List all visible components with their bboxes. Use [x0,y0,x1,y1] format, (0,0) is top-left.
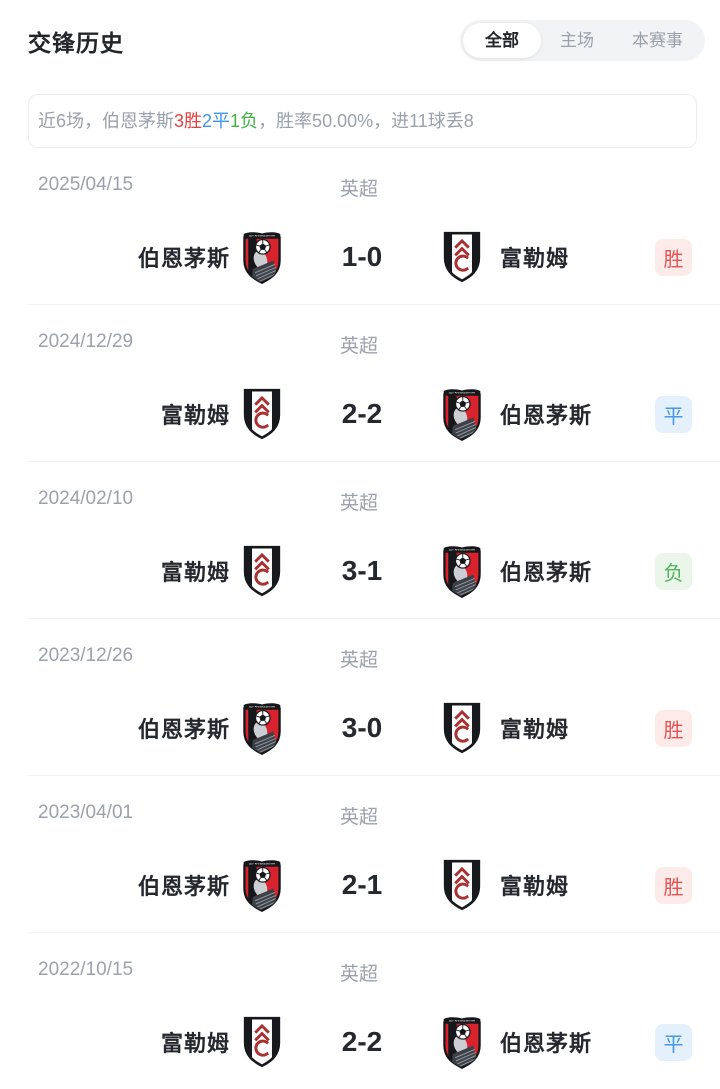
summary-segment: 2平 [202,111,231,131]
head-to-head-summary: 近6场，伯恩茅斯3胜2平1负，胜率50.00%，进11球丢8 [28,94,697,148]
match-score: 3-1 [341,555,383,586]
match-meta: 2024/02/10 英超 [0,462,720,516]
match-score: 2-1 [341,869,383,900]
home-team-name: 富勒姆 [160,1031,230,1056]
fulham-crest-icon [430,230,494,284]
section-header: 交锋历史 全部 主场 本赛事 [0,0,720,61]
fulham-crest-icon [430,858,494,912]
match-meta: 2024/12/29 英超 [0,305,720,359]
match-row[interactable]: 2024/02/10 英超 富勒姆 3-1 AFC BO [0,462,720,619]
match-league: 英超 [340,964,379,985]
match-score: 1-0 [341,241,383,272]
match-date: 2024/02/10 [38,488,134,509]
match-meta: 2023/04/01 英超 [0,776,720,830]
match-row[interactable]: 2022/10/15 英超 富勒姆 2-2 AFC BO [0,933,720,1089]
match-row[interactable]: 2025/04/15 英超 伯恩茅斯 AFC BOURNEMOUTH [0,148,720,305]
match-meta: 2023/12/26 英超 [0,619,720,673]
away-team-name: 富勒姆 [500,246,570,271]
home-team-name: 富勒姆 [160,403,230,428]
home-team-name: 伯恩茅斯 [137,874,230,899]
match-league: 英超 [340,493,379,514]
fulham-crest-icon [230,387,294,441]
match-league: 英超 [340,336,379,357]
summary-segment: 3胜 [174,111,203,131]
match-row[interactable]: 2023/04/01 英超 伯恩茅斯 AFC BOURNEMOUTH [0,776,720,933]
away-team-name: 伯恩茅斯 [500,560,593,585]
match-date: 2023/04/01 [38,802,134,823]
fulham-crest-icon [230,1015,294,1069]
match-line: 伯恩茅斯 AFC BOURNEMOUTH [0,228,720,286]
svg-text:AFC BOURNEMOUTH: AFC BOURNEMOUTH [449,1019,475,1023]
summary-segment: ，胜率50.00%，进11球丢8 [258,111,474,131]
match-line: 富勒姆 2-2 AFC BOURNEMOUTH [0,1013,720,1071]
summary-segment: 1负 [230,111,259,131]
match-league: 英超 [340,650,379,671]
match-list: 2025/04/15 英超 伯恩茅斯 AFC BOURNEMOUTH [0,148,720,1089]
svg-text:AFC BOURNEMOUTH: AFC BOURNEMOUTH [249,234,275,238]
match-row[interactable]: 2024/12/29 英超 富勒姆 2-2 AFC BO [0,305,720,462]
result-badge: 平 [655,1023,692,1061]
svg-text:AFC BOURNEMOUTH: AFC BOURNEMOUTH [249,705,275,709]
fulham-crest-icon [430,701,494,755]
away-team-name: 富勒姆 [500,717,570,742]
result-badge: 胜 [655,709,692,747]
bournemouth-crest-icon: AFC BOURNEMOUTH [230,230,294,285]
match-line: 富勒姆 2-2 AFC BOURNEMOUTH [0,385,720,443]
tab-competition[interactable]: 本赛事 [632,31,683,50]
match-league: 英超 [340,807,379,828]
tab-bar: 全部 主场 本赛事 [460,20,705,61]
tab-all[interactable]: 全部 [463,23,541,58]
match-row[interactable]: 2023/12/26 英超 伯恩茅斯 AFC BOURNEMOUTH [0,619,720,776]
match-meta: 2025/04/15 英超 [0,148,720,202]
bournemouth-crest-icon: AFC BOURNEMOUTH [430,387,494,442]
match-date: 2025/04/15 [38,174,134,195]
home-team-name: 富勒姆 [160,560,230,585]
fulham-crest-icon [230,544,294,598]
away-team-name: 伯恩茅斯 [500,403,593,428]
svg-text:AFC BOURNEMOUTH: AFC BOURNEMOUTH [449,391,475,395]
summary-segment: 近6场，伯恩茅斯 [38,111,175,131]
home-team-name: 伯恩茅斯 [137,717,230,742]
tab-home[interactable]: 主场 [560,31,594,50]
bournemouth-crest-icon: AFC BOURNEMOUTH [230,858,294,913]
match-date: 2023/12/26 [38,645,134,666]
result-badge: 胜 [655,238,692,276]
result-badge: 负 [655,552,692,590]
svg-text:AFC BOURNEMOUTH: AFC BOURNEMOUTH [249,862,275,866]
match-meta: 2022/10/15 英超 [0,933,720,987]
match-line: 伯恩茅斯 AFC BOURNEMOUTH [0,856,720,914]
bournemouth-crest-icon: AFC BOURNEMOUTH [430,544,494,599]
result-badge: 平 [655,395,692,433]
match-line: 伯恩茅斯 AFC BOURNEMOUTH [0,699,720,757]
home-team-name: 伯恩茅斯 [137,246,230,271]
match-line: 富勒姆 3-1 AFC BOURNEMOUTH [0,542,720,600]
away-team-name: 富勒姆 [500,874,570,899]
svg-text:AFC BOURNEMOUTH: AFC BOURNEMOUTH [449,548,475,552]
away-team-name: 伯恩茅斯 [500,1031,593,1056]
match-date: 2024/12/29 [38,331,134,352]
bournemouth-crest-icon: AFC BOURNEMOUTH [430,1015,494,1070]
match-date: 2022/10/15 [38,959,134,980]
match-league: 英超 [340,179,379,200]
match-score: 3-0 [341,712,383,743]
result-badge: 胜 [655,866,692,904]
match-score: 2-2 [341,1026,383,1057]
page-title: 交锋历史 [28,29,124,56]
match-score: 2-2 [341,398,383,429]
bournemouth-crest-icon: AFC BOURNEMOUTH [230,701,294,756]
